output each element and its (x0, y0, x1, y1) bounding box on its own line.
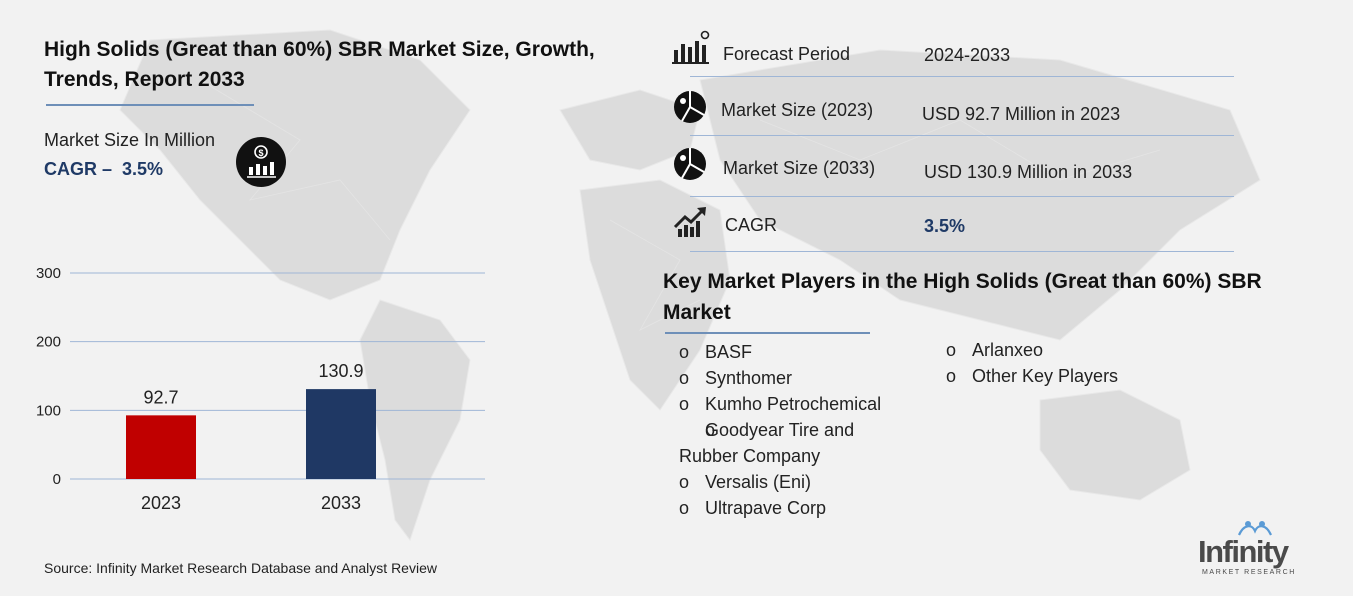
data-label: 92.7 (143, 387, 178, 407)
bullet: o (946, 366, 957, 386)
player-name: Arlanxeo (972, 340, 1044, 360)
list-item: o Kumho Petrochemical (679, 391, 919, 417)
stat-label: Market Size (2023) (721, 100, 874, 120)
stat-row-market-size-2023: Market Size (2023) USD 92.7 Million in 2… (672, 86, 1234, 142)
list-item: o BASF (679, 339, 919, 365)
logo-word: Infinity (1198, 534, 1289, 569)
bar-2033 (306, 389, 376, 479)
stat-value: USD 92.7 Million in 2023 (922, 104, 1121, 124)
player-name: Goodyear Tire and Rubber Company (679, 420, 855, 466)
player-name: Versalis (Eni) (705, 472, 812, 492)
market-size-bar-chart: 0 100 200 300 92.7 2023 130.9 2033 (36, 265, 485, 513)
bullet: o (679, 368, 690, 388)
list-item: o Ultrapave Corp (679, 495, 919, 521)
stat-label: Forecast Period (723, 44, 851, 64)
row-divider (690, 135, 1234, 136)
svg-text:$: $ (258, 148, 263, 158)
bullet: o (705, 420, 716, 440)
stat-label: Market Size (2033) (723, 158, 876, 178)
money-growth-icon: $ (236, 137, 286, 187)
logo-people-icon (1237, 521, 1273, 536)
player-name: Synthomer (705, 368, 793, 388)
data-label: 130.9 (318, 361, 363, 381)
growth-arrow-icon (673, 207, 706, 237)
stat-row-market-size-2033: Market Size (2033) USD 130.9 Million in … (672, 144, 1234, 200)
bullet: o (946, 340, 957, 360)
row-divider (690, 251, 1234, 252)
players-list-right: o Arlanxeo o Other Key Players (946, 337, 1186, 389)
player-name: Other Key Players (972, 366, 1119, 386)
x-tick-label: 2023 (141, 493, 181, 513)
x-tick-label: 2033 (321, 493, 361, 513)
y-tick-label: 200 (36, 334, 61, 351)
key-players-underline (665, 332, 870, 334)
stat-value: 3.5% (924, 216, 966, 236)
stat-value: USD 130.9 Million in 2033 (924, 162, 1133, 182)
list-item: o Arlanxeo (946, 337, 1186, 363)
bullet: o (679, 394, 690, 414)
stat-label: CAGR (725, 215, 778, 235)
cagr-summary: CAGR – 3.5% (44, 159, 163, 180)
bullet: o (679, 472, 690, 492)
y-tick-label: 300 (36, 265, 61, 282)
infinity-logo: Infinity MARKET RESEARCH (1190, 520, 1315, 580)
row-divider (690, 76, 1234, 77)
stat-row-forecast-period: Forecast Period 2024-2033 (672, 30, 1234, 86)
player-name: Kumho Petrochemical (705, 394, 882, 414)
market-size-label: Market Size In Million (44, 130, 216, 150)
pie-chart-icon (674, 148, 706, 180)
player-name: Ultrapave Corp (705, 498, 827, 518)
page-title: High Solids (Great than 60%) SBR Market … (44, 38, 595, 91)
y-tick-label: 100 (36, 402, 61, 419)
cagr-prefix: CAGR – (44, 159, 113, 179)
key-players-title: Key Market Players in the High Solids (G… (663, 270, 1262, 324)
stat-row-cagr: CAGR 3.5% (672, 202, 1234, 258)
bar-chart-pin-icon (672, 30, 710, 64)
list-item: o Goodyear Tire and Rubber Company (679, 417, 884, 469)
y-tick-label: 0 (53, 471, 61, 488)
bullet: o (679, 342, 690, 362)
source-note: Source: Infinity Market Research Databas… (44, 560, 437, 576)
logo-subtitle: MARKET RESEARCH (1202, 569, 1296, 576)
list-item: o Other Key Players (946, 363, 1186, 389)
bar-2023 (126, 415, 196, 479)
stat-value: 2024-2033 (924, 45, 1011, 65)
title-underline (46, 104, 254, 106)
row-divider (690, 196, 1234, 197)
pie-chart-icon (674, 91, 706, 123)
cagr-value: 3.5% (122, 159, 164, 179)
bullet: o (679, 498, 690, 518)
list-item: o Versalis (Eni) (679, 469, 919, 495)
player-name: BASF (705, 342, 753, 362)
list-item: o Synthomer (679, 365, 919, 391)
